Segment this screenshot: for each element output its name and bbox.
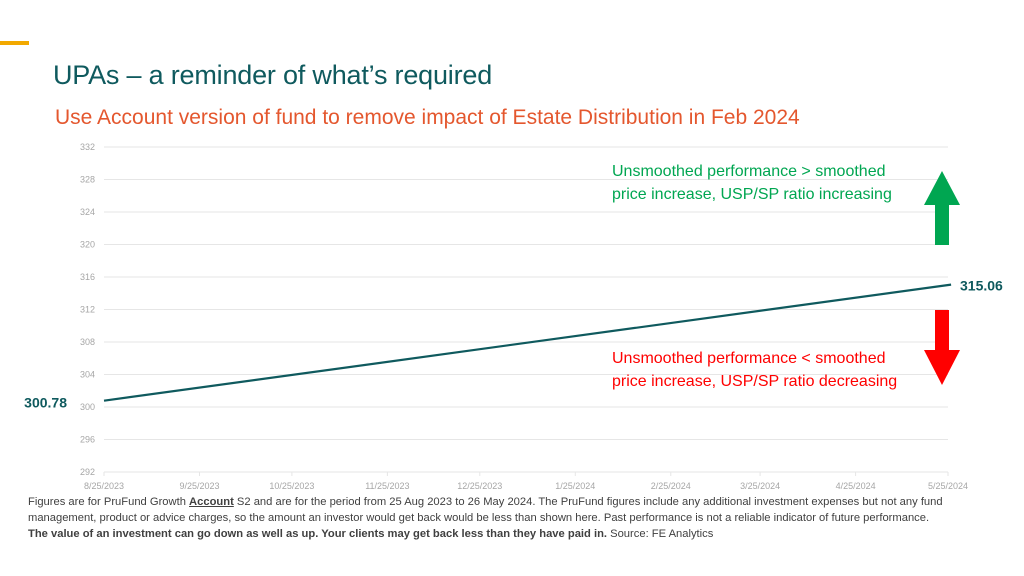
y-tick-label: 316 bbox=[80, 272, 95, 282]
end-value-label: 315.06 bbox=[960, 278, 1003, 294]
series-layer bbox=[103, 283, 952, 402]
y-tick-label: 332 bbox=[80, 142, 95, 152]
annotation-decreasing-line1: Unsmoothed performance < smoothed bbox=[612, 350, 886, 367]
y-axis-ticks: 332 328 324 320 316 312 308 304 300 296 292 bbox=[80, 142, 95, 477]
disclaimer-footer: Figures are for PruFund Growth Account S… bbox=[28, 494, 1008, 542]
x-tick-label: 1/25/2024 bbox=[555, 481, 595, 491]
x-tick-label: 3/25/2024 bbox=[740, 481, 780, 491]
y-tick-label: 304 bbox=[80, 370, 95, 380]
gridlines bbox=[103, 146, 949, 476]
y-tick-label: 324 bbox=[80, 207, 95, 217]
x-tick-label: 4/25/2024 bbox=[836, 481, 876, 491]
arrow-up-icon bbox=[924, 171, 960, 245]
accent-bar bbox=[0, 41, 29, 45]
x-tick-label: 9/25/2023 bbox=[179, 481, 219, 491]
footer-text-1: Figures are for PruFund Growth bbox=[28, 496, 190, 508]
slide-title: UPAs – a reminder of what’s required bbox=[53, 60, 493, 90]
x-tick-label: 11/25/2023 bbox=[365, 481, 409, 491]
annotation-increasing: Unsmoothed performance > smoothed price … bbox=[612, 160, 892, 206]
annotation-increasing-line2: price increase, USP/SP ratio increasing bbox=[612, 186, 892, 203]
series-line bbox=[103, 283, 952, 402]
annotation-increasing-line1: Unsmoothed performance > smoothed bbox=[612, 163, 886, 180]
y-tick-label: 320 bbox=[80, 240, 95, 250]
x-tick-label: 5/25/2024 bbox=[928, 481, 968, 491]
x-tick-label: 12/25/2023 bbox=[457, 481, 502, 491]
footer-account-word: Account bbox=[189, 496, 234, 508]
y-tick-label: 292 bbox=[80, 467, 95, 477]
x-tick-label: 8/25/2023 bbox=[84, 481, 124, 491]
x-tick-label: 10/25/2023 bbox=[269, 481, 314, 491]
footer-text-2: S2 and are for the period from 25 Aug 20… bbox=[28, 496, 943, 524]
slide-subtitle: Use Account version of fund to remove im… bbox=[55, 106, 800, 129]
y-tick-label: 308 bbox=[80, 337, 95, 347]
arrow-down-icon bbox=[924, 310, 960, 385]
y-tick-label: 296 bbox=[80, 435, 95, 445]
x-axis-ticks: 8/25/2023 9/25/2023 10/25/2023 11/25/2023 12… bbox=[84, 481, 968, 491]
annotation-decreasing-line2: price increase, USP/SP ratio decreasing bbox=[612, 373, 898, 390]
annotation-decreasing: Unsmoothed performance < smoothed price … bbox=[612, 347, 897, 393]
footer-source: Source: FE Analytics bbox=[607, 528, 714, 540]
x-tick-label: 2/25/2024 bbox=[651, 481, 691, 491]
start-value-label: 300.78 bbox=[24, 395, 67, 411]
y-tick-label: 328 bbox=[80, 175, 95, 185]
y-tick-label: 312 bbox=[80, 305, 95, 315]
footer-risk-warning: The value of an investment can go down a… bbox=[28, 528, 608, 540]
y-tick-label: 300 bbox=[80, 402, 95, 412]
